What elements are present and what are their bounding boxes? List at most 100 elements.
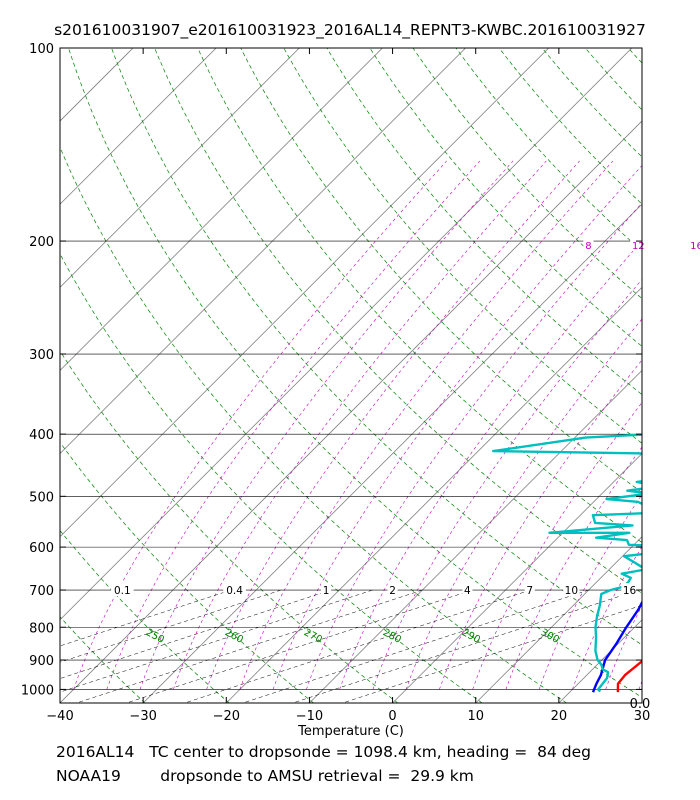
y-tick-label: 700 [29, 584, 54, 599]
pressure-value-label-backing [111, 583, 134, 597]
lower-fan-line [184, 589, 531, 703]
dry-adiabat-line [60, 146, 567, 703]
background-lines [60, 48, 642, 703]
y-tick-label: 400 [29, 428, 54, 443]
isotherm-line [392, 453, 642, 703]
x-tick-label: 0 [388, 709, 396, 724]
dropsonde-line [492, 433, 642, 693]
isotherm-line [60, 120, 642, 703]
mixing-ratio-line [73, 160, 447, 690]
isotherm-line [226, 286, 642, 703]
pressure-value-label-backing [563, 583, 580, 597]
pressure-value-label-backing [621, 583, 638, 597]
lower-fan-line [292, 589, 639, 703]
x-tick-label: −10 [296, 709, 323, 724]
y-tick-label: 500 [29, 490, 54, 505]
isotherm-line [475, 536, 642, 703]
y-tick-label: 900 [29, 654, 54, 669]
mixing-ratio-line [405, 318, 642, 690]
footer-line-storm-distance: 2016AL14 TC center to dropsonde = 1098.4… [56, 743, 591, 761]
lower-fan-line [60, 589, 373, 693]
mixing-ratio-line [106, 160, 481, 690]
pressure-value-label: 7 [526, 585, 533, 597]
pressure-value-label-backing [320, 583, 332, 597]
x-axis-label: Temperature (C) [298, 724, 404, 739]
x-tick-label: −20 [213, 709, 240, 724]
y-tick-label: 200 [29, 235, 54, 250]
dry-adiabat-line [68, 48, 642, 698]
corner-label: 0.0 [630, 697, 651, 712]
isotherm-line [60, 48, 300, 288]
mixing-ratio-line [139, 160, 514, 690]
pressure-value-label: 0.1 [114, 585, 131, 597]
mixing-ratio-line [339, 240, 642, 690]
lower-fan-line [242, 589, 589, 703]
mixing-ratio-line [306, 202, 642, 690]
pressure-value-label: 0.4 [226, 585, 243, 597]
dry-adiabat-line [240, 48, 642, 493]
dry-adiabat-line [283, 48, 642, 444]
mixing-ratio-line [538, 494, 642, 690]
dry-adiabat-line [111, 48, 642, 646]
isotherm-line [60, 48, 633, 621]
y-tick-label: 800 [29, 621, 54, 636]
dry-adiabat-line [197, 48, 642, 543]
isotherm-line [60, 48, 466, 455]
isotherm-line [60, 48, 549, 538]
dry-adiabat-line [326, 48, 642, 396]
mixing-ratio-label-backing [583, 238, 594, 252]
x-tick-label: 20 [551, 709, 568, 724]
mixing-ratio-label: 16 [690, 241, 700, 252]
x-tick-label: −40 [46, 709, 73, 724]
x-tick-label: 10 [467, 709, 484, 724]
chart-title: s201610031907_e201610031923_2016AL14_REP… [54, 21, 646, 39]
isotherm-line [60, 48, 217, 205]
y-tick-label: 300 [29, 348, 54, 363]
pressure-value-label: 1 [323, 585, 330, 597]
pressure-value-label-backing [387, 583, 398, 597]
mixing-ratio-line [272, 165, 642, 690]
mixing-ratio-line [239, 160, 614, 690]
pressure-value-label-backing [223, 583, 246, 597]
mixing-ratio-label-backing [688, 238, 700, 252]
y-tick-label: 1000 [21, 683, 54, 698]
plot-frame [59, 47, 643, 704]
mixing-ratio-line [472, 401, 642, 690]
pressure-value-label: 10 [565, 585, 578, 597]
dry-adiabat-line [369, 48, 642, 347]
mixing-ratio-label: 8 [585, 241, 591, 252]
lower-fan-line [342, 604, 642, 703]
sounding-profiles [492, 433, 642, 693]
x-tick-label: −30 [129, 709, 156, 724]
y-tick-label: 100 [29, 42, 54, 57]
pressure-value-label: 16 [623, 585, 637, 597]
dry-adiabat-line [498, 48, 642, 205]
pressure-value-label: 4 [464, 585, 471, 597]
y-tick-label: 600 [29, 541, 54, 556]
dry-adiabat-line [60, 350, 399, 703]
environment-dewpoint-line [591, 599, 642, 693]
isotherm-line [142, 203, 642, 703]
pressure-value-label-backing [524, 583, 535, 597]
footer-line-retrieval-distance: NOAA19 dropsonde to AMSU retrieval = 29.… [56, 767, 474, 785]
dry-adiabat-line [455, 48, 642, 252]
pressure-value-label: 2 [389, 585, 396, 597]
pressure-value-label-backing [462, 583, 473, 597]
mixing-ratio-line [439, 359, 642, 690]
lower-fan-line [76, 589, 423, 703]
dry-adiabat-line [60, 253, 483, 703]
mixing-ratio-line [505, 446, 642, 690]
dry-adiabat-line [154, 48, 642, 594]
mixing-ratio-line [372, 278, 642, 690]
lower-fan-line [126, 589, 473, 703]
mixing-ratio-line [572, 545, 642, 690]
mixing-ratio-line [206, 160, 580, 690]
x-tick-label: 30 [634, 709, 651, 724]
mixing-ratio-line [173, 160, 547, 690]
isotherm-line [60, 48, 383, 371]
mixing-ratio-label: 12 [632, 241, 645, 252]
isotherm-line [309, 369, 642, 703]
